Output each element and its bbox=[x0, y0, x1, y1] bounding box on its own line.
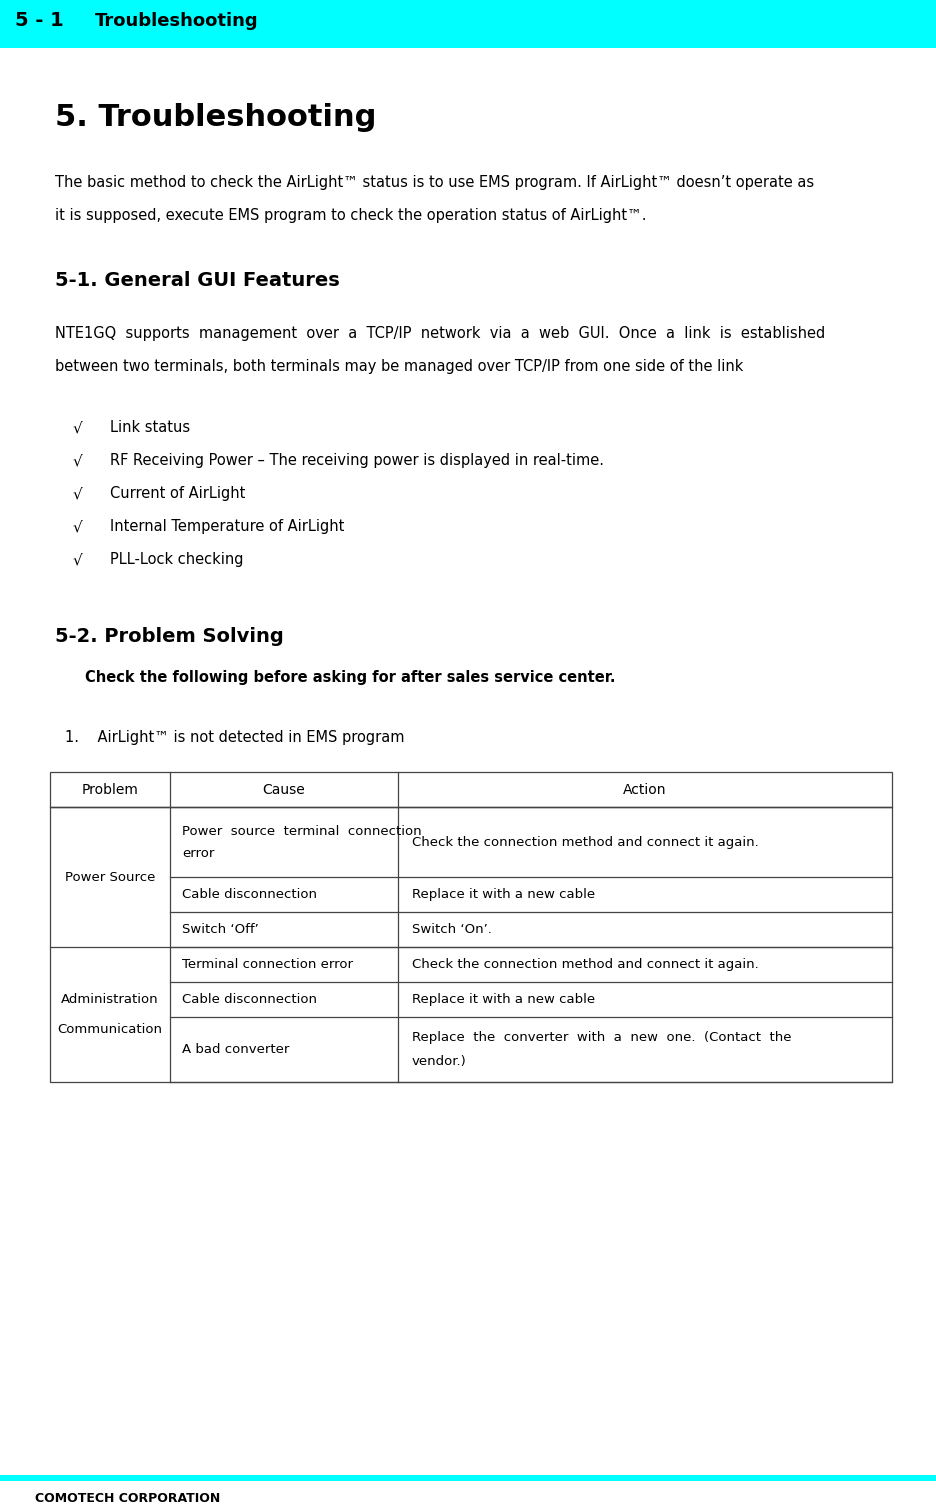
Text: between two terminals, both terminals may be managed over TCP/IP from one side o: between two terminals, both terminals ma… bbox=[55, 360, 742, 375]
Text: Cable disconnection: Cable disconnection bbox=[182, 993, 316, 1006]
Text: COMOTECH CORPORATION: COMOTECH CORPORATION bbox=[35, 1491, 220, 1505]
Text: vendor.): vendor.) bbox=[412, 1055, 466, 1068]
Text: Check the connection method and connect it again.: Check the connection method and connect … bbox=[412, 836, 758, 849]
Text: Action: Action bbox=[622, 783, 666, 796]
Text: Problem: Problem bbox=[81, 783, 139, 796]
Text: √: √ bbox=[73, 487, 82, 502]
Text: Check the following before asking for after sales service center.: Check the following before asking for af… bbox=[85, 669, 615, 684]
Text: Link status: Link status bbox=[110, 420, 190, 435]
Text: Check the connection method and connect it again.: Check the connection method and connect … bbox=[412, 958, 758, 972]
Text: it is supposed, execute EMS program to check the operation status of AirLight™.: it is supposed, execute EMS program to c… bbox=[55, 209, 646, 224]
Bar bbox=[0, 1475, 936, 1481]
Text: The basic method to check the AirLight™ status is to use EMS program. If AirLigh: The basic method to check the AirLight™ … bbox=[55, 175, 813, 190]
Text: Troubleshooting: Troubleshooting bbox=[95, 12, 258, 30]
Text: Cable disconnection: Cable disconnection bbox=[182, 888, 316, 901]
Bar bbox=[50, 772, 891, 807]
Text: √: √ bbox=[73, 552, 82, 567]
Text: Cause: Cause bbox=[262, 783, 305, 796]
Text: Replace it with a new cable: Replace it with a new cable bbox=[412, 888, 594, 901]
Text: Administration

Communication: Administration Communication bbox=[57, 993, 162, 1037]
Bar bbox=[50, 807, 891, 1082]
Text: √: √ bbox=[73, 420, 82, 435]
Text: Terminal connection error: Terminal connection error bbox=[182, 958, 353, 972]
FancyBboxPatch shape bbox=[0, 0, 83, 47]
Text: 1.    AirLight™ is not detected in EMS program: 1. AirLight™ is not detected in EMS prog… bbox=[65, 730, 404, 745]
Bar bbox=[0, 42, 936, 48]
Text: 5-2. Problem Solving: 5-2. Problem Solving bbox=[55, 627, 284, 647]
Text: Power  source  terminal  connection: Power source terminal connection bbox=[182, 825, 421, 837]
Text: 5. Troubleshooting: 5. Troubleshooting bbox=[55, 103, 376, 131]
Text: √: √ bbox=[73, 453, 82, 468]
Text: Current of AirLight: Current of AirLight bbox=[110, 487, 245, 502]
Bar bbox=[73, 0, 936, 42]
Text: error: error bbox=[182, 846, 214, 860]
Text: Switch ‘On’.: Switch ‘On’. bbox=[412, 923, 491, 935]
Text: Power Source: Power Source bbox=[65, 870, 155, 884]
Text: Switch ‘Off’: Switch ‘Off’ bbox=[182, 923, 258, 935]
Text: Internal Temperature of AirLight: Internal Temperature of AirLight bbox=[110, 518, 344, 533]
Text: A bad converter: A bad converter bbox=[182, 1043, 289, 1056]
Text: Replace  the  converter  with  a  new  one.  (Contact  the: Replace the converter with a new one. (C… bbox=[412, 1031, 791, 1044]
Text: √: √ bbox=[73, 518, 82, 533]
Text: Replace it with a new cable: Replace it with a new cable bbox=[412, 993, 594, 1006]
Text: RF Receiving Power – The receiving power is displayed in real-time.: RF Receiving Power – The receiving power… bbox=[110, 453, 604, 468]
Text: 5-1. General GUI Features: 5-1. General GUI Features bbox=[55, 270, 340, 290]
Text: 5 - 1: 5 - 1 bbox=[15, 12, 64, 30]
Text: NTE1GQ  supports  management  over  a  TCP/IP  network  via  a  web  GUI.  Once : NTE1GQ supports management over a TCP/IP… bbox=[55, 326, 825, 341]
Text: PLL-Lock checking: PLL-Lock checking bbox=[110, 552, 243, 567]
